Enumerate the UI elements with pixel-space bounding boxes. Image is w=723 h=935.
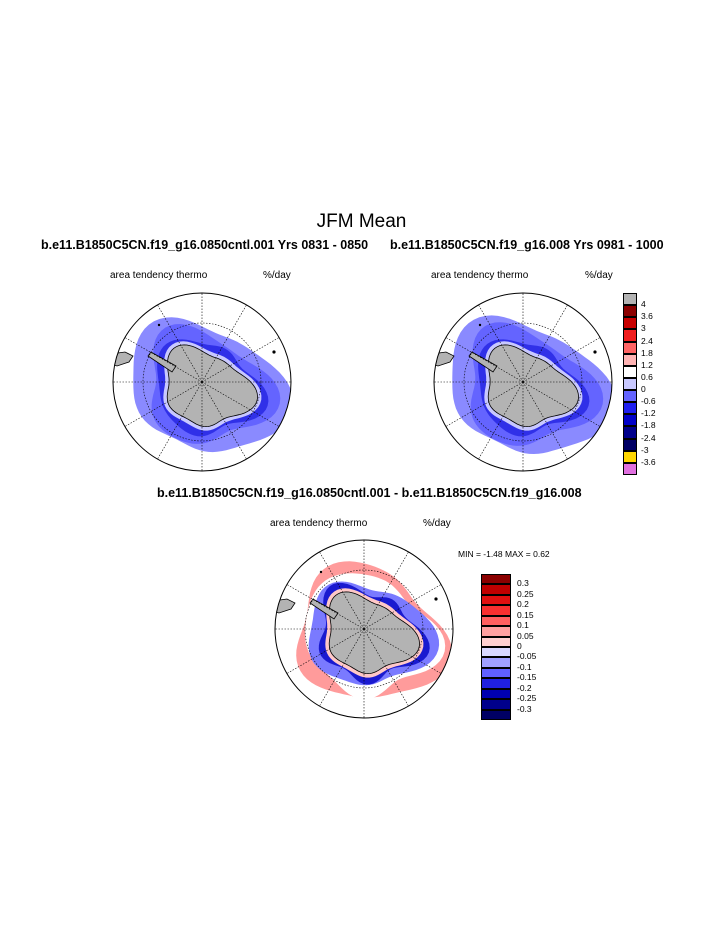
colorbar-swatch <box>481 688 511 700</box>
colorbar-tick-label: -0.15 <box>517 672 537 683</box>
colorbar-swatch <box>481 667 511 679</box>
antarctica-landmass <box>166 344 258 428</box>
colorbar-swatch <box>481 709 511 720</box>
south-georgia-island <box>478 323 482 327</box>
colorbar-tick-label: 0 <box>641 384 646 395</box>
colorbar-tick-label: 0 <box>517 641 522 651</box>
colorbar-tick-label: -0.3 <box>517 703 532 714</box>
antarctic-peninsula <box>468 351 498 373</box>
colorbar-swatch <box>481 584 511 595</box>
panel-2-title: b.e11.B1850C5CN.f19_g16.008 Yrs 0981 - 1… <box>390 238 664 252</box>
panel-3-minmax: MIN = -1.48 MAX = 0.62 <box>458 549 550 559</box>
colorbar-tick-label: -0.05 <box>517 651 537 662</box>
colorbar-tick-label: 4 <box>641 299 646 310</box>
antarctica-landmass <box>487 344 579 428</box>
colorbar-tick-label: 0.2 <box>517 599 529 610</box>
colorbar-top <box>623 293 637 475</box>
colorbar-swatch <box>623 317 637 330</box>
colorbar-tick-label: -3.6 <box>641 456 656 467</box>
colorbar-tick-label: 2.4 <box>641 335 653 346</box>
panel-1-variable-label: area tendency thermo <box>110 270 208 281</box>
colorbar-swatch <box>623 426 637 439</box>
colorbar-tick-label: -0.2 <box>517 682 532 693</box>
colorbar-swatch <box>623 365 637 378</box>
colorbar-tick-label: 0.1 <box>517 620 529 631</box>
colorbar-tick-label: 3 <box>641 323 646 334</box>
colorbar-swatch <box>481 574 511 585</box>
colorbar-swatch <box>481 636 511 647</box>
colorbar-swatch <box>481 594 511 606</box>
colorbar-tick-label: 1.8 <box>641 347 653 358</box>
panel-1-units-label: %/day <box>263 270 291 281</box>
colorbar-swatch <box>481 647 511 658</box>
colorbar-tick-label: -1.2 <box>641 408 656 419</box>
south-georgia-island <box>319 570 323 574</box>
colorbar-swatch <box>623 305 637 318</box>
colorbar-swatch <box>623 390 637 403</box>
antarctic-peninsula <box>309 598 339 620</box>
colorbar-swatch <box>481 699 511 710</box>
colorbar-tick-label: 0.25 <box>517 588 534 599</box>
colorbar-swatch <box>623 377 637 391</box>
colorbar-tick-label: -3 <box>641 444 649 455</box>
antarctica-landmass <box>328 591 420 675</box>
colorbar-swatch <box>481 626 511 637</box>
colorbar-tick-label: -0.1 <box>517 661 532 672</box>
panel-2-units-label: %/day <box>585 270 613 281</box>
kerguelen-island <box>434 597 438 601</box>
colorbar-tick-label: -0.6 <box>641 396 656 407</box>
colorbar-tick-label: 1.2 <box>641 359 653 370</box>
panel-2-polar-map <box>432 291 614 473</box>
colorbar-tick-label: -1.8 <box>641 420 656 431</box>
colorbar-swatch <box>623 353 637 366</box>
panel-1-title: b.e11.B1850C5CN.f19_g16.0850cntl.001 Yrs… <box>41 238 369 252</box>
new-zealand-tip <box>580 456 594 466</box>
panel-3-variable-label: area tendency thermo <box>270 518 368 529</box>
panel-2-variable-label: area tendency thermo <box>431 270 529 281</box>
colorbar-swatch <box>623 462 637 475</box>
antarctic-peninsula <box>147 351 177 373</box>
panel-3-polar-map <box>273 538 455 720</box>
new-zealand-tip <box>421 703 435 713</box>
kerguelen-island <box>593 350 597 354</box>
main-title: JFM Mean <box>316 211 407 232</box>
latitude-circle <box>463 322 583 442</box>
panel-3-title: b.e11.B1850C5CN.f19_g16.0850cntl.001 - b… <box>157 486 582 500</box>
colorbar-swatch <box>623 341 637 354</box>
panel-3-units-label: %/day <box>423 518 451 529</box>
colorbar-swatch <box>481 657 511 668</box>
colorbar-tick-label: 0.6 <box>641 371 653 382</box>
colorbar-tick-label: 0.3 <box>517 578 529 589</box>
latitude-circle <box>304 569 424 689</box>
colorbar-swatch <box>481 605 511 616</box>
colorbar-tick-label: 3.6 <box>641 311 653 322</box>
colorbar-tick-label: 0.05 <box>517 630 534 641</box>
colorbar-diff <box>481 574 511 720</box>
colorbar-swatch <box>623 329 637 342</box>
colorbar-swatch <box>623 293 637 306</box>
map-boundary <box>433 292 613 472</box>
colorbar-swatch <box>623 414 637 427</box>
colorbar-tick-label: 0.15 <box>517 609 534 620</box>
colorbar-swatch <box>481 615 511 627</box>
map-boundary <box>274 539 454 719</box>
colorbar-swatch <box>623 438 637 451</box>
new-zealand-tip <box>259 456 273 466</box>
colorbar-swatch <box>481 678 511 689</box>
kerguelen-island <box>272 350 276 354</box>
map-boundary <box>112 292 292 472</box>
panel-1-polar-map <box>111 291 293 473</box>
colorbar-tick-label: -0.25 <box>517 693 537 704</box>
latitude-circle <box>142 322 262 442</box>
colorbar-swatch <box>623 450 637 463</box>
colorbar-swatch <box>623 402 637 415</box>
south-georgia-island <box>157 323 161 327</box>
colorbar-tick-label: -2.4 <box>641 432 656 443</box>
